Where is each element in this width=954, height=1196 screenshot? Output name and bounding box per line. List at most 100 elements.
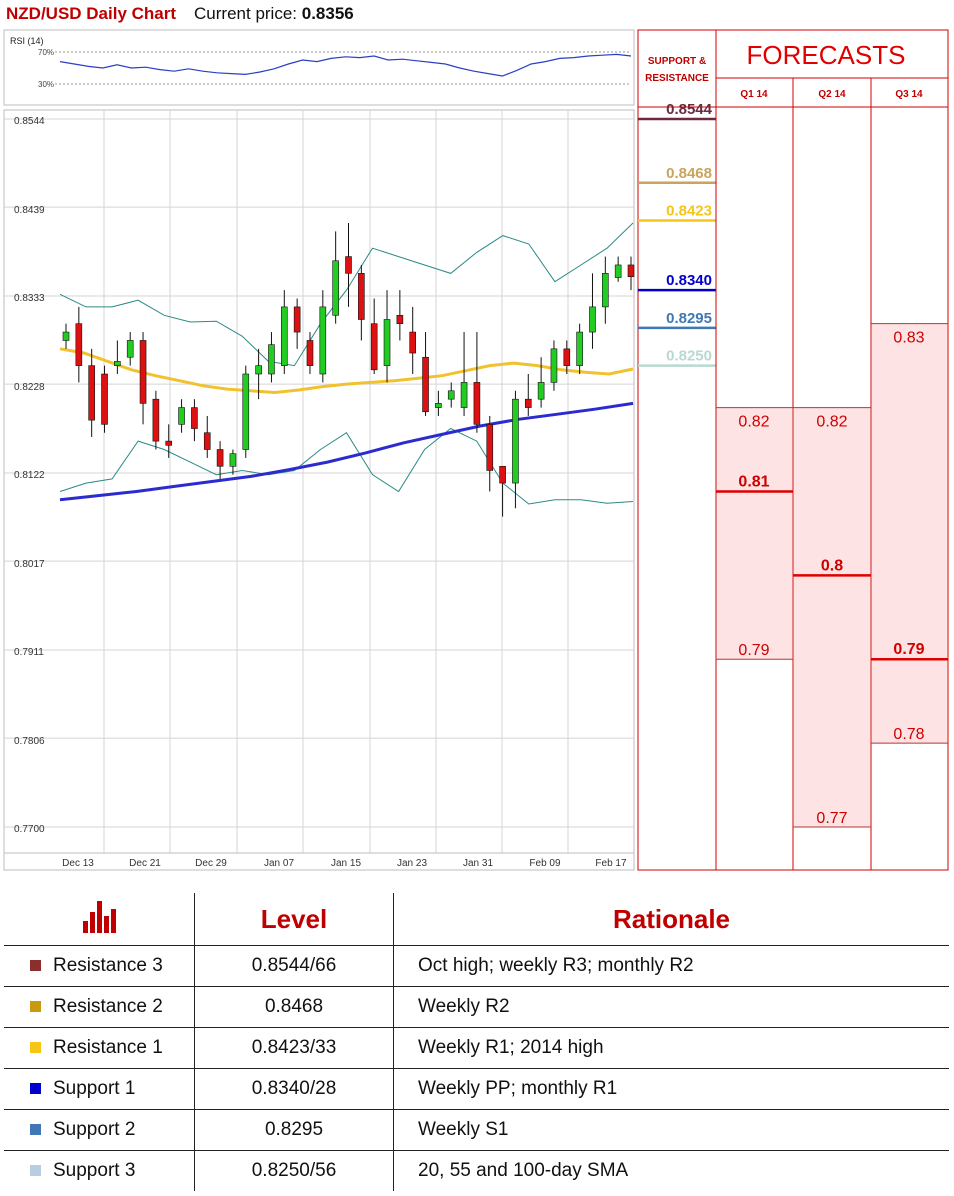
candle-body bbox=[75, 323, 83, 366]
x-tick-label: Jan 07 bbox=[264, 858, 294, 869]
x-tick-label: Jan 23 bbox=[397, 858, 427, 869]
candle-body bbox=[229, 453, 237, 467]
forecast-mid-label: 0.8 bbox=[821, 557, 843, 574]
sr-level-label: 0.8423 bbox=[666, 203, 712, 220]
candle-body bbox=[88, 365, 95, 421]
candle-body bbox=[280, 306, 288, 366]
candle-body bbox=[268, 344, 275, 375]
chart-title: NZD/USD Daily Chart bbox=[6, 4, 177, 23]
level-name: Support 2 bbox=[53, 1119, 136, 1140]
x-tick-label: Dec 29 bbox=[195, 858, 227, 869]
chart-title-bar: NZD/USD Daily Chart Current price: 0.8356 bbox=[6, 4, 354, 26]
forecast-range-box bbox=[794, 407, 870, 827]
forecast-high-label: 0.82 bbox=[816, 414, 847, 431]
forecast-range-box bbox=[717, 407, 792, 660]
sr-level-label: 0.8544 bbox=[666, 101, 713, 118]
table-row: Resistance 1 0.8423/33 Weekly R1; 2014 h… bbox=[4, 1027, 949, 1069]
candle-body bbox=[165, 440, 173, 446]
level-color-swatch bbox=[30, 1042, 41, 1054]
bar-chart-icon bbox=[83, 900, 116, 933]
level-value: 0.8468 bbox=[194, 986, 394, 1028]
forecast-column-label: Q3 14 bbox=[895, 89, 923, 100]
table-row: Support 2 0.8295 Weekly S1 bbox=[4, 1109, 949, 1151]
forecast-mid-label: 0.81 bbox=[738, 473, 769, 490]
sma-long-line bbox=[59, 401, 634, 502]
candle-body bbox=[486, 424, 494, 471]
y-tick-label: 0.8333 bbox=[14, 293, 45, 304]
candle-body bbox=[383, 319, 391, 366]
x-tick-labels: Dec 13 Dec 21 Dec 29 Jan 07 Jan 15 Jan 2… bbox=[62, 858, 627, 869]
candle-body bbox=[409, 331, 417, 354]
level-rationale: Weekly R2 bbox=[393, 986, 949, 1028]
candle-body bbox=[370, 323, 378, 371]
level-column-header: Level bbox=[194, 893, 394, 946]
forecast-column-label: Q2 14 bbox=[818, 89, 846, 100]
sma-short-line bbox=[59, 347, 634, 395]
candle-body bbox=[358, 273, 365, 320]
forecast-low-label: 0.77 bbox=[816, 810, 847, 827]
sr-level-label: 0.8250 bbox=[666, 348, 712, 365]
y-tick-label: 0.8228 bbox=[14, 382, 45, 393]
current-price-value: 0.8356 bbox=[301, 4, 354, 23]
level-color-swatch bbox=[30, 960, 41, 972]
sr-level-label: 0.8468 bbox=[666, 165, 712, 182]
candle-body bbox=[589, 306, 596, 333]
level-name: Resistance 1 bbox=[53, 1037, 163, 1058]
candle-body bbox=[306, 340, 314, 366]
y-tick-labels: 0.8544 0.8439 0.8333 0.8228 0.8122 0.801… bbox=[14, 116, 45, 835]
level-value: 0.8544/66 bbox=[194, 945, 394, 987]
bollinger-lower-band bbox=[59, 427, 634, 505]
candle-body bbox=[512, 398, 519, 484]
sr-title-line-1: SUPPORT & bbox=[648, 56, 706, 67]
candle-body bbox=[550, 348, 558, 383]
candle-body bbox=[563, 348, 571, 366]
bollinger-upper-band bbox=[59, 222, 634, 367]
y-tick-label: 0.7806 bbox=[14, 736, 45, 747]
candle-body bbox=[191, 407, 198, 429]
level-value: 0.8250/56 bbox=[194, 1150, 394, 1191]
forecasts-panel bbox=[715, 29, 949, 871]
candle-body bbox=[473, 382, 481, 425]
candle-body bbox=[203, 432, 211, 450]
level-name: Resistance 3 bbox=[53, 955, 163, 976]
level-name: Support 3 bbox=[53, 1160, 136, 1181]
candle-body bbox=[242, 373, 250, 450]
candlesticks bbox=[62, 223, 635, 517]
candle-body bbox=[435, 403, 442, 408]
x-tick-label: Feb 17 bbox=[595, 858, 627, 869]
candle-body bbox=[627, 264, 635, 278]
table-icon-cell bbox=[4, 893, 195, 946]
x-tick-label: Jan 15 bbox=[331, 858, 361, 869]
price-panel bbox=[3, 109, 635, 871]
level-rationale: Oct high; weekly R3; monthly R2 bbox=[393, 945, 949, 987]
candle-body bbox=[576, 331, 583, 366]
level-color-swatch bbox=[30, 1124, 41, 1136]
rsi-series-line bbox=[59, 53, 632, 77]
level-color-swatch bbox=[30, 1165, 41, 1177]
candle-body bbox=[524, 398, 532, 408]
table-row: Resistance 3 0.8544/66 Oct high; weekly … bbox=[4, 945, 949, 987]
y-tick-label: 0.8439 bbox=[14, 205, 45, 216]
table-row: Support 1 0.8340/28 Weekly PP; monthly R… bbox=[4, 1068, 949, 1110]
y-tick-label: 0.8017 bbox=[14, 559, 45, 570]
candle-body bbox=[537, 382, 545, 400]
candle-body bbox=[152, 398, 160, 442]
forecast-high-label: 0.82 bbox=[738, 414, 769, 431]
support-resistance-column bbox=[637, 29, 717, 871]
candle-body bbox=[614, 264, 622, 278]
rationale-column-header: Rationale bbox=[612, 903, 731, 934]
x-tick-label: Dec 21 bbox=[129, 858, 161, 869]
candle-body bbox=[255, 365, 262, 375]
forecast-high-label: 0.83 bbox=[893, 330, 924, 347]
forecast-range-box bbox=[872, 323, 947, 744]
candle-body bbox=[460, 382, 468, 408]
table-row: Resistance 2 0.8468 Weekly R2 bbox=[4, 986, 949, 1028]
level-color-swatch bbox=[30, 1001, 41, 1013]
candle-body bbox=[332, 260, 339, 316]
sr-levels: 0.8544 0.8468 0.8423 0.8340 0.8295 0.825… bbox=[638, 101, 716, 367]
forecast-mid-label: 0.79 bbox=[893, 641, 924, 658]
forecast-column-label: Q1 14 bbox=[740, 89, 768, 100]
level-name: Resistance 2 bbox=[53, 996, 163, 1017]
sr-level-label: 0.8295 bbox=[666, 310, 712, 327]
candle-body bbox=[178, 407, 185, 425]
